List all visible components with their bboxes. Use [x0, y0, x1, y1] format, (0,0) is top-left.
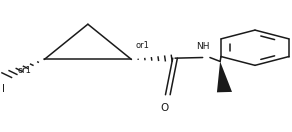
Text: or1: or1 — [17, 66, 31, 75]
Text: O: O — [160, 103, 168, 113]
Text: NH: NH — [196, 42, 209, 51]
Text: or1: or1 — [136, 41, 150, 50]
Polygon shape — [217, 61, 232, 92]
Text: I: I — [2, 84, 5, 94]
